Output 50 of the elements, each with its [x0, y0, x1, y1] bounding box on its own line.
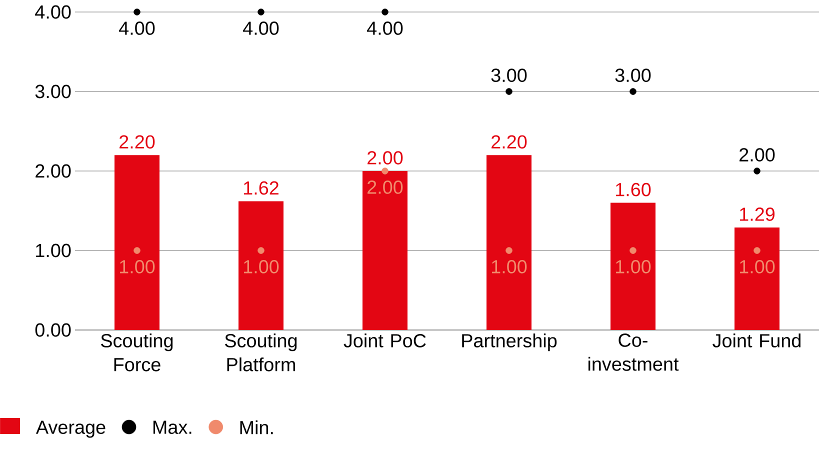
x-tick-label: Partnership	[462, 334, 557, 352]
bar	[610, 202, 656, 330]
data-label: 4.00	[367, 21, 403, 35]
bar	[238, 201, 284, 330]
bar	[362, 171, 408, 330]
point	[134, 8, 140, 16]
data-label: 1.60	[616, 182, 651, 196]
y-tick-label: 2.00	[36, 164, 71, 178]
data-label: 2.20	[120, 135, 155, 149]
data-label: 3.00	[615, 68, 651, 82]
x-tick-label: Scouting Force	[101, 334, 173, 372]
x-tick-label: Joint PoC	[344, 334, 426, 348]
point	[258, 8, 264, 16]
point	[754, 168, 760, 174]
data-label: 3.00	[491, 68, 527, 82]
y-tick-label: 0.00	[35, 323, 71, 337]
point	[630, 247, 636, 254]
point	[382, 8, 388, 16]
data-label: 1.00	[244, 260, 279, 274]
y-tick-label: 1.00	[36, 244, 71, 258]
bar	[486, 155, 532, 330]
legend-label: Max.	[153, 420, 192, 434]
point	[134, 247, 140, 254]
data-label: 1.00	[492, 260, 527, 274]
data-label: 2.00	[740, 148, 775, 162]
data-label: 1.00	[616, 260, 651, 274]
data-label: 1.62	[244, 181, 278, 195]
x-tick-label: Scouting Platform	[225, 334, 297, 372]
point	[506, 88, 512, 95]
data-label: 1.00	[120, 260, 155, 274]
y-tick-label: 4.00	[35, 5, 71, 19]
bar	[734, 227, 780, 330]
point	[754, 247, 760, 254]
data-label: 1.29	[740, 208, 775, 221]
legend-label: Average	[36, 420, 106, 438]
data-label: 2.00	[368, 151, 403, 164]
x-tick-label: Co-investment	[588, 334, 679, 371]
bar	[114, 155, 160, 330]
data-label: 4.00	[119, 21, 155, 35]
legend-label: Min.	[240, 420, 273, 434]
data-label: 2.20	[492, 135, 527, 149]
point	[630, 88, 636, 95]
data-label: 1.00	[740, 260, 775, 274]
point	[382, 168, 388, 174]
data-label: 4.00	[243, 21, 279, 35]
point	[258, 247, 264, 254]
data-label: 2.00	[368, 180, 403, 194]
point	[506, 247, 512, 254]
x-tick-label: Joint Fund	[712, 334, 800, 348]
y-tick-label: 3.00	[35, 84, 71, 98]
